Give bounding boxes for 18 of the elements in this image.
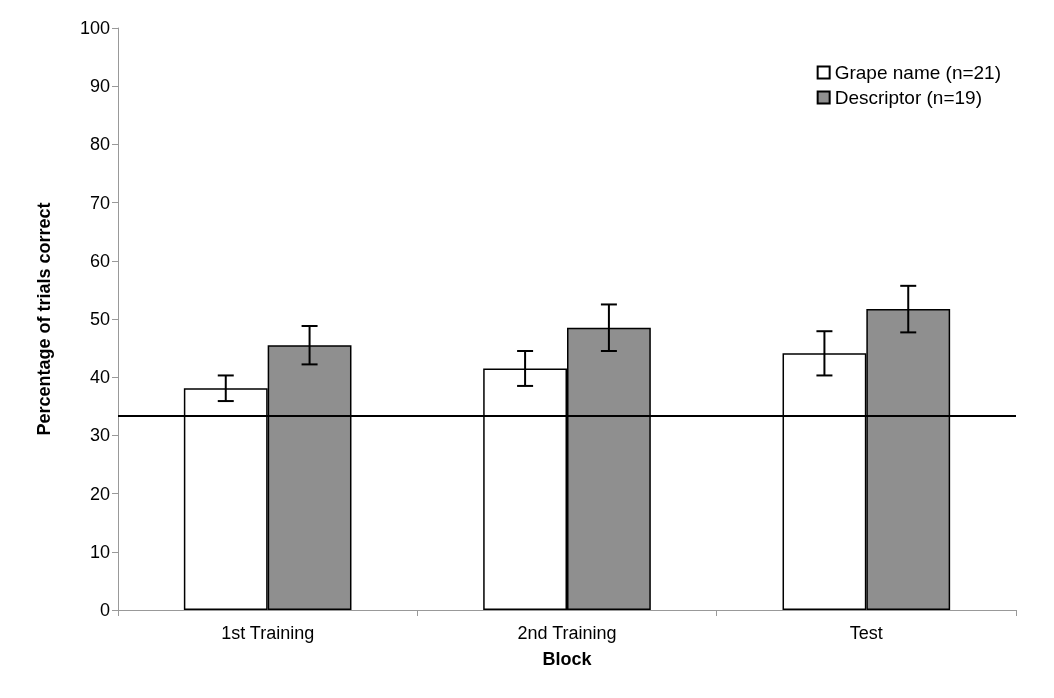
- legend-label: Grape name (n=21): [834, 62, 1001, 83]
- y-tick-label: 30: [89, 425, 110, 446]
- y-tick-label: 40: [89, 367, 110, 388]
- legend-label: Descriptor (n=19): [834, 87, 982, 108]
- y-tick-label: 60: [89, 250, 110, 271]
- y-tick-label: 10: [89, 541, 110, 562]
- x-axis-title: Block: [542, 649, 593, 669]
- y-tick-label: 100: [79, 18, 110, 38]
- y-tick-label: 90: [89, 76, 110, 97]
- y-tick-label: 20: [89, 483, 110, 504]
- y-tick-label: 50: [89, 309, 110, 329]
- y-tick-label: 80: [89, 134, 110, 155]
- x-tick-label: Test: [849, 623, 883, 643]
- x-tick-label: 1st Training: [221, 623, 315, 643]
- y-tick-label: 0: [99, 600, 110, 620]
- y-axis-title: Percentage of trials correct: [34, 202, 54, 436]
- x-tick-label: 2nd Training: [517, 623, 617, 643]
- y-tick-label: 70: [89, 192, 110, 213]
